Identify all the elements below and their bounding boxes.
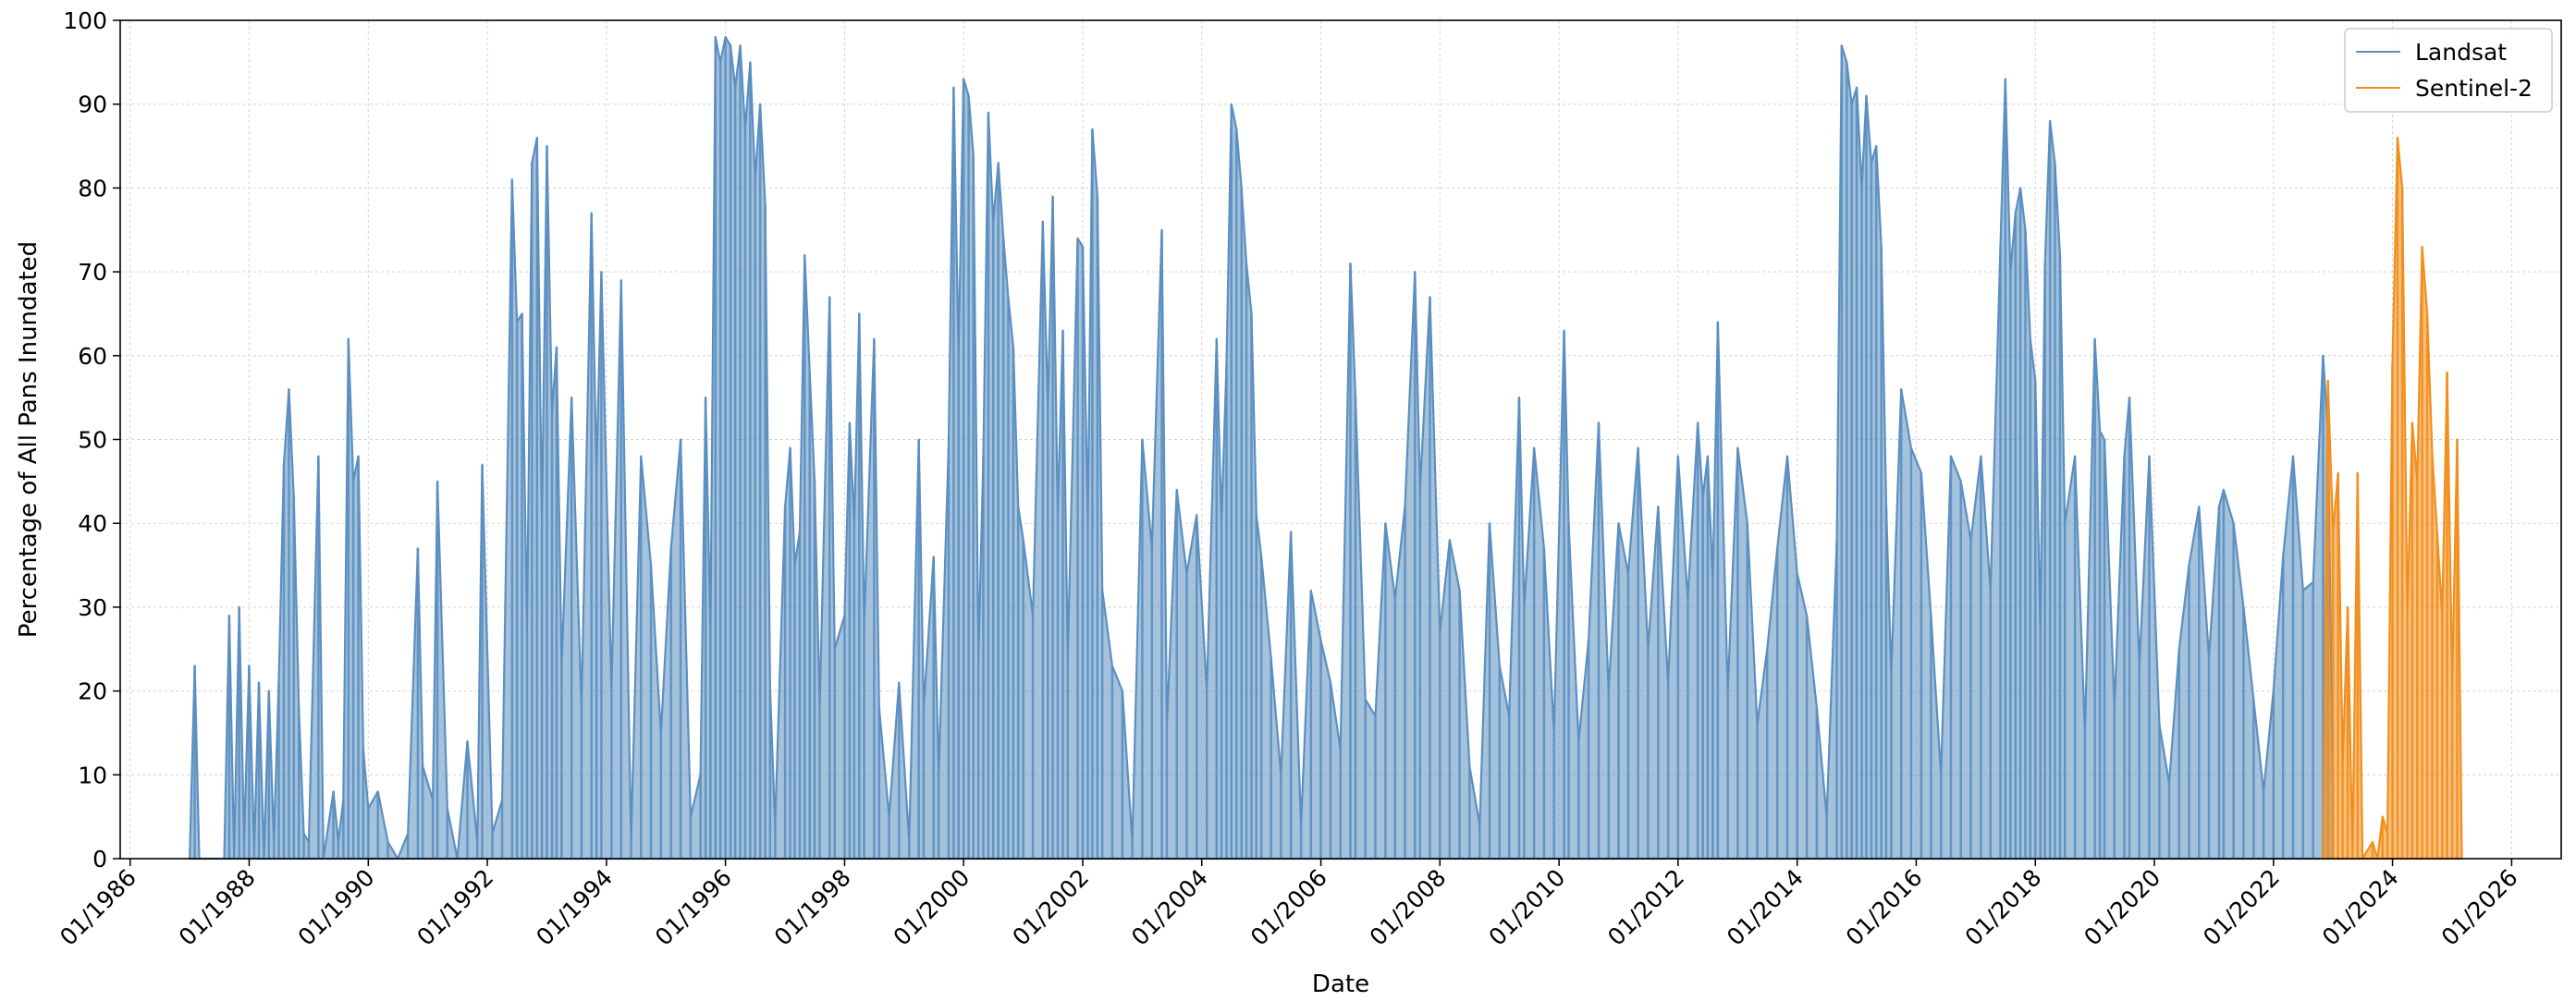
x-axis-label: Date xyxy=(1312,970,1369,998)
y-tick-label: 0 xyxy=(92,846,107,873)
y-tick-label: 90 xyxy=(78,92,107,118)
y-tick-label: 30 xyxy=(78,594,107,621)
legend: Landsat Sentinel-2 xyxy=(2344,28,2553,113)
y-tick-label: 80 xyxy=(78,175,107,201)
series-landsat xyxy=(189,36,2335,861)
y-tick-label: 70 xyxy=(78,259,107,286)
legend-box xyxy=(2344,28,2553,113)
series-sentinel-2 xyxy=(2322,136,2463,861)
y-axis-ticks: 0 10 20 30 40 50 60 70 80 90 100 xyxy=(63,7,120,873)
y-tick-label: 20 xyxy=(78,678,107,705)
legend-label-sentinel-2: Sentinel-2 xyxy=(2415,75,2533,102)
y-tick-label: 100 xyxy=(63,7,107,34)
y-tick-label: 40 xyxy=(78,510,107,537)
y-tick-label: 50 xyxy=(78,427,107,454)
legend-label-landsat: Landsat xyxy=(2415,39,2507,66)
y-tick-label: 10 xyxy=(78,762,107,788)
y-tick-label: 60 xyxy=(78,343,107,370)
y-axis-label: Percentage of All Pans Inundated xyxy=(15,241,43,638)
